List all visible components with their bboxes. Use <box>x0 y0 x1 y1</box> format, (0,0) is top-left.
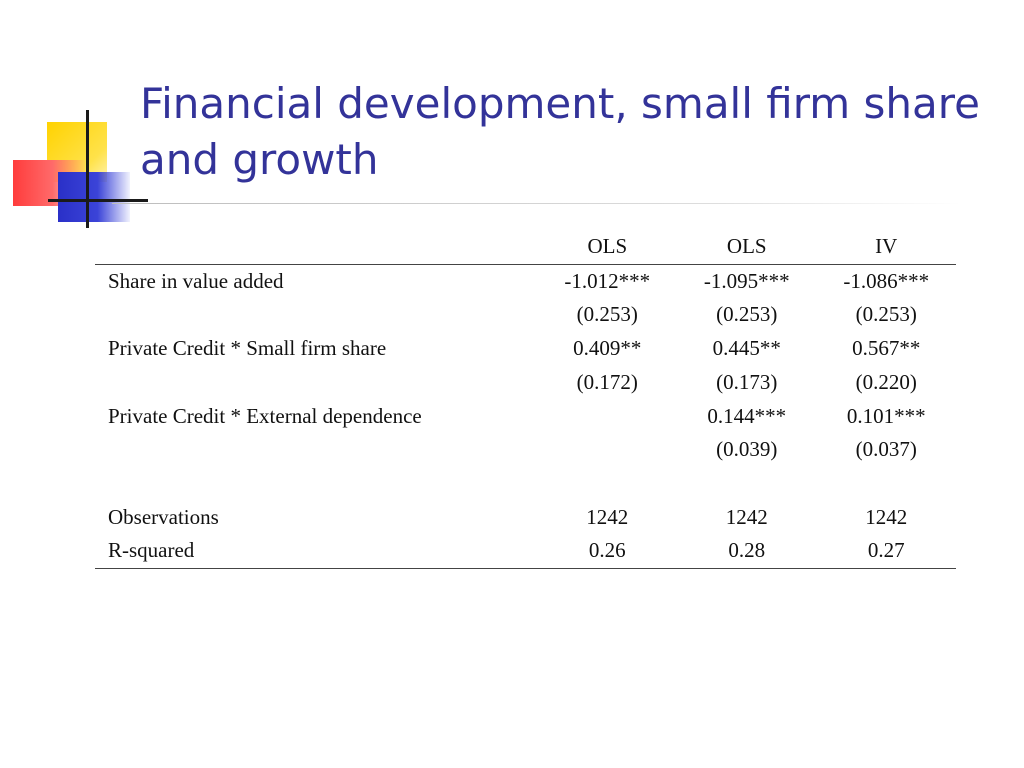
cell-value: 0.27 <box>816 534 956 570</box>
column-header-iv: IV <box>816 230 956 265</box>
cell-value: -1.012*** <box>564 268 651 293</box>
cell-value <box>538 433 677 467</box>
cell-value <box>677 467 816 501</box>
row-label <box>95 467 538 501</box>
cell-value: 0.101*** <box>846 403 926 428</box>
table-row: (0.172) (0.173) (0.220) <box>95 366 956 400</box>
cell-value: 0.28 <box>677 534 817 570</box>
table-header-row: OLS OLS IV <box>95 230 956 265</box>
table-row: R-squared 0.26 0.28 0.27 <box>95 534 956 570</box>
cell-value: 1242 <box>865 504 908 529</box>
table-row: (0.039) (0.037) <box>95 433 956 467</box>
row-label: Share in value added <box>108 268 284 293</box>
cell-value: 1242 <box>725 504 768 529</box>
cell-value: -1.095*** <box>703 268 790 293</box>
row-label <box>95 433 538 467</box>
row-label: R-squared <box>95 534 538 570</box>
column-header-ols-1: OLS <box>537 230 678 265</box>
blue-square-shape <box>58 172 130 222</box>
table-row: Private Credit * External dependence 0.1… <box>95 400 956 434</box>
cell-value: (0.039) <box>716 437 778 462</box>
vertical-line-shape <box>86 110 89 228</box>
cell-value: 0.144*** <box>707 403 787 428</box>
cell-value: 0.445** <box>712 336 781 361</box>
horizontal-line-shape <box>48 199 148 202</box>
row-label <box>95 366 538 400</box>
row-label <box>95 298 538 332</box>
cell-value: -1.086*** <box>843 268 930 293</box>
table-row: (0.253) (0.253) (0.253) <box>95 298 956 332</box>
table-row: Private Credit * Small firm share 0.409*… <box>95 332 956 366</box>
table-row: Observations 1242 1242 1242 <box>95 501 956 535</box>
table-row-spacer <box>95 467 956 501</box>
cell-value: (0.253) <box>716 302 778 327</box>
cell-value <box>538 400 677 434</box>
colored-squares-logo-icon <box>0 100 150 240</box>
title-divider <box>112 203 962 204</box>
slide-title: Financial development, small firm share … <box>140 79 980 184</box>
cell-value: 0.26 <box>537 534 678 570</box>
cell-value: (0.173) <box>716 369 778 394</box>
cell-value: (0.037) <box>855 437 917 462</box>
table-row: Share in value added -1.012*** -1.095***… <box>95 264 956 298</box>
column-header-ols-2: OLS <box>677 230 817 265</box>
cell-value: (0.253) <box>576 302 638 327</box>
cell-value: 0.567** <box>852 336 921 361</box>
cell-value: (0.220) <box>855 369 917 394</box>
cell-value <box>817 467 957 501</box>
column-header-label <box>95 230 538 265</box>
cell-value: (0.172) <box>576 369 638 394</box>
row-label: Observations <box>108 504 219 529</box>
cell-value <box>538 467 677 501</box>
cell-value: (0.253) <box>855 302 917 327</box>
regression-table: OLS OLS IV Share in value added -1.012**… <box>95 230 956 570</box>
row-label: Private Credit * External dependence <box>108 403 422 428</box>
cell-value: 0.409** <box>573 336 642 361</box>
cell-value: 1242 <box>586 504 629 529</box>
row-label: Private Credit * Small firm share <box>108 336 387 361</box>
